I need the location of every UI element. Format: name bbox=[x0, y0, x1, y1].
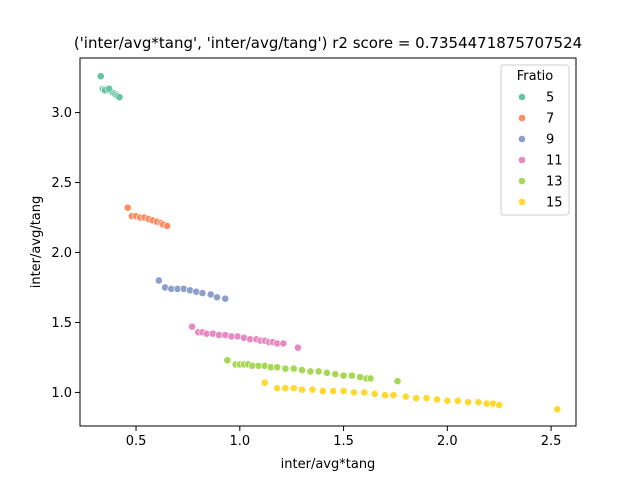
data-point-13-15 bbox=[323, 368, 331, 377]
data-point-15-5 bbox=[308, 385, 317, 394]
legend-frame bbox=[500, 64, 570, 216]
data-point-13-12 bbox=[298, 366, 306, 374]
x-tick-label: 2.5 bbox=[541, 434, 562, 449]
data-point-13-14 bbox=[314, 367, 323, 376]
data-point-15-14 bbox=[401, 392, 410, 401]
legend-marker-5 bbox=[518, 93, 526, 101]
data-point-9-9 bbox=[213, 293, 221, 302]
data-point-15-11 bbox=[370, 389, 379, 398]
legend-label-15: 15 bbox=[546, 196, 563, 211]
data-point-5-9 bbox=[115, 93, 124, 102]
data-point-13-13 bbox=[306, 367, 315, 376]
data-point-15-12 bbox=[381, 391, 389, 400]
y-tick-label: 1.0 bbox=[51, 386, 72, 401]
x-tick-label: 1.5 bbox=[333, 434, 354, 449]
data-point-15-10 bbox=[360, 388, 369, 397]
legend-marker-15 bbox=[518, 198, 526, 206]
data-point-15-18 bbox=[443, 396, 452, 405]
points-layer bbox=[96, 72, 562, 414]
y-tick-label: 2.5 bbox=[51, 176, 72, 191]
data-point-11-17 bbox=[279, 339, 288, 348]
data-point-15-15 bbox=[412, 394, 421, 402]
data-point-11-18 bbox=[294, 343, 302, 352]
data-point-15-21 bbox=[474, 398, 483, 407]
data-point-15-25 bbox=[553, 405, 562, 414]
legend-marker-9 bbox=[518, 135, 526, 143]
legend: Fratio 5 7 9 11 13 15 bbox=[500, 64, 570, 216]
data-point-15-19 bbox=[453, 396, 462, 405]
legend-marker-13 bbox=[518, 177, 526, 185]
data-point-15-8 bbox=[339, 387, 348, 395]
data-point-13-11 bbox=[289, 364, 298, 373]
data-point-13-22 bbox=[393, 377, 402, 386]
data-point-11-0 bbox=[188, 322, 196, 331]
x-tick-label: 0.5 bbox=[126, 434, 147, 449]
legend-label-7: 7 bbox=[546, 112, 554, 127]
data-point-15-7 bbox=[329, 387, 338, 395]
x-tick-label: 1.0 bbox=[229, 434, 250, 449]
plot-frame bbox=[79, 57, 577, 427]
data-point-7-10 bbox=[163, 222, 172, 230]
x-axis-label: inter/avg*tang bbox=[281, 457, 376, 472]
data-point-9-10 bbox=[221, 294, 230, 303]
data-point-13-9 bbox=[273, 363, 282, 372]
legend-label-11: 11 bbox=[546, 154, 563, 169]
x-axis: 0.5 1.0 1.5 2.0 2.5 bbox=[126, 426, 562, 449]
data-point-15-9 bbox=[350, 388, 358, 397]
data-point-15-4 bbox=[298, 385, 306, 394]
data-point-5-0 bbox=[96, 72, 105, 81]
data-point-15-0 bbox=[260, 378, 269, 387]
legend-title: Fratio bbox=[517, 69, 554, 84]
data-point-15-24 bbox=[495, 401, 504, 409]
data-point-15-20 bbox=[464, 398, 472, 407]
data-point-13-16 bbox=[331, 370, 340, 379]
chart-title: ('inter/avg*tang', 'inter/avg/tang') r2 … bbox=[74, 34, 582, 52]
data-point-15-17 bbox=[433, 395, 441, 404]
data-point-15-16 bbox=[422, 394, 431, 402]
y-tick-label: 1.5 bbox=[51, 316, 72, 331]
legend-label-13: 13 bbox=[546, 175, 563, 190]
data-point-13-21 bbox=[366, 374, 375, 383]
data-point-9-7 bbox=[198, 289, 207, 297]
data-point-13-18 bbox=[347, 371, 356, 380]
data-point-13-17 bbox=[339, 371, 348, 380]
data-point-13-0 bbox=[223, 356, 232, 365]
data-point-7-0 bbox=[123, 203, 132, 212]
y-tick-label: 3.0 bbox=[51, 106, 72, 121]
legend-marker-7 bbox=[518, 114, 526, 122]
y-tick-label: 2.0 bbox=[51, 246, 72, 261]
data-point-15-13 bbox=[389, 391, 398, 400]
data-point-15-6 bbox=[318, 387, 327, 395]
x-tick-label: 2.0 bbox=[437, 434, 458, 449]
data-point-15-3 bbox=[289, 384, 298, 393]
y-axis-label: inter/avg/tang bbox=[29, 196, 44, 289]
legend-label-9: 9 bbox=[546, 133, 554, 148]
legend-label-5: 5 bbox=[546, 91, 554, 106]
data-point-9-0 bbox=[154, 276, 163, 285]
data-point-5-11 bbox=[105, 84, 113, 93]
data-point-15-2 bbox=[281, 384, 290, 393]
data-point-13-10 bbox=[281, 364, 290, 373]
data-point-15-1 bbox=[273, 384, 282, 393]
legend-marker-11 bbox=[518, 156, 526, 164]
y-axis: 1.0 1.5 2.0 2.5 3.0 bbox=[51, 106, 80, 401]
